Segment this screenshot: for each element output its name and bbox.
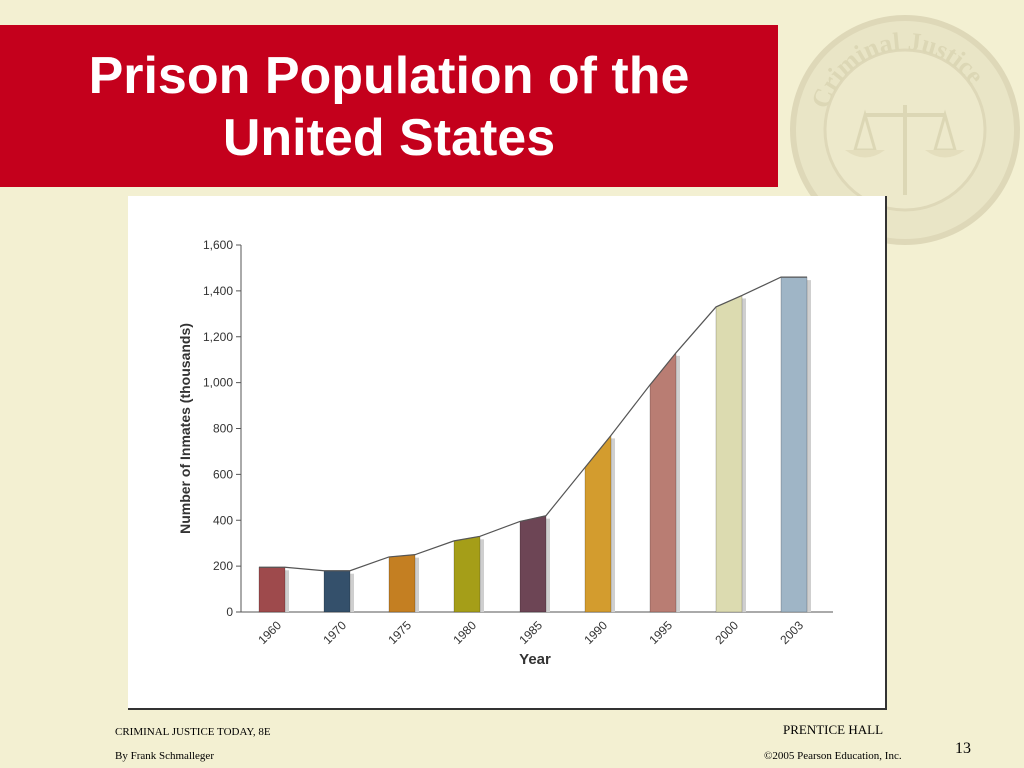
x-tick-label: 1975 [385,618,414,647]
y-tick-label: 1,600 [203,238,233,252]
criminal-justice-seal-logo: Criminal Justice [790,15,1020,245]
bar-1975 [388,554,416,613]
chart-card: 0 200 400 600 800 1,000 1,200 1,400 1,600 Number … [128,196,887,710]
bar-shadow [546,518,550,612]
y-tick-label: 1,200 [203,330,233,344]
footer-author: By Frank Schmalleger [115,750,214,762]
y-tick-label: 400 [213,513,233,527]
y-tick-label: 600 [213,467,233,481]
bar-1980 [453,535,481,613]
x-tick-label: 1960 [255,618,284,647]
page-number: 13 [955,740,971,757]
footer-publisher: PRENTICE HALL [783,722,884,737]
bar-1985 [519,515,547,613]
y-axis-title: Number of Inmates (thousands) [177,323,193,534]
trend-line [259,276,807,572]
bar-shadow [807,280,811,612]
x-tick-label: 2000 [712,618,741,647]
x-axis-title: Year [519,651,551,668]
y-tick-label: 800 [213,422,233,436]
x-tick-label: 1990 [581,618,610,647]
bar-shadow [350,573,354,612]
bar-shadow [480,539,484,612]
y-tick-label: 0 [226,605,233,619]
x-tick-label: 1980 [450,618,479,647]
bar-2003 [780,276,808,613]
slide-title: Prison Population of the United States [0,25,778,187]
x-tick-label: 1985 [516,618,545,647]
slide-title-line-1: Prison Population of the [88,47,690,105]
footer-copyright: ©2005 Pearson Education, Inc. [764,750,902,762]
bar-shadow [742,298,746,612]
bar-2000 [715,294,743,613]
prison-population-bar-chart: 0 200 400 600 800 1,000 1,200 1,400 1,600 Number … [177,238,833,668]
y-tick-label: 1,400 [203,284,233,298]
bar-1960 [258,566,286,613]
footer-book-title: CRIMINAL JUSTICE TODAY, 8E [115,726,271,738]
bar-shadow [285,570,289,612]
bar-shadow [676,355,680,612]
bar-1995 [649,351,677,613]
slide-title-line-2: United States [222,109,556,167]
x-tick-label: 1970 [320,618,349,647]
y-tick-label: 200 [213,559,233,573]
bar-shadow [415,557,419,612]
y-tick-label: 1,000 [203,376,233,390]
x-tick-label: 2003 [777,618,806,647]
x-tick-label: 1995 [646,618,675,647]
bar-shadow [611,438,615,612]
bar-1970 [323,570,351,613]
